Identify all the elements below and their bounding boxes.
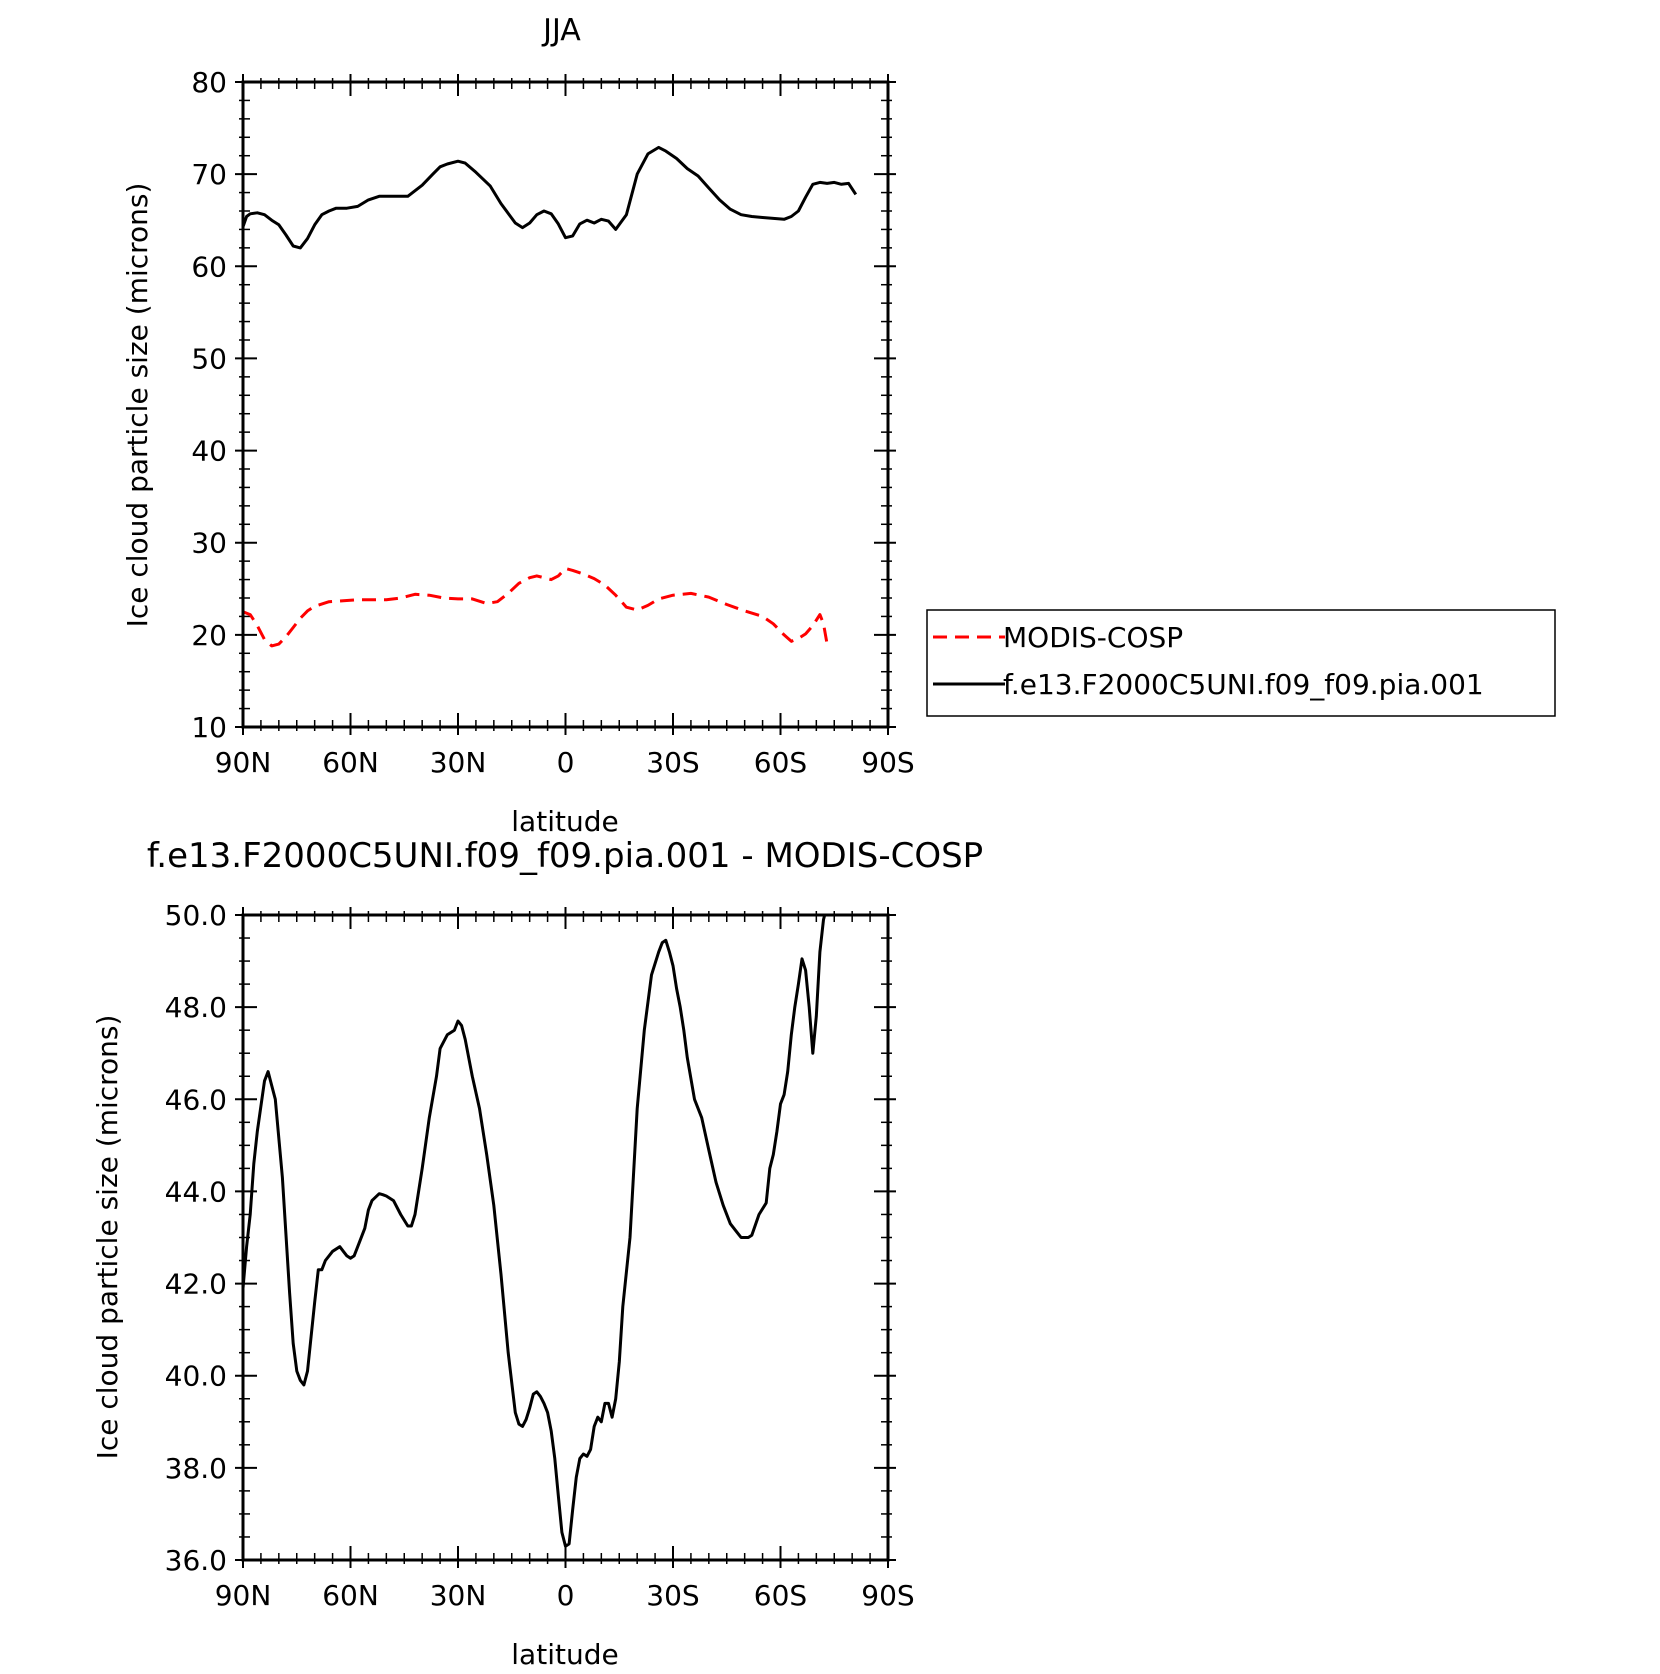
legend-entry-model: f.e13.F2000C5UNI.f09_f09.pia.001 [1003, 668, 1484, 701]
bottom-y-tick-label: 38.0 [165, 1452, 227, 1485]
bottom-y-tick-label: 44.0 [165, 1175, 227, 1208]
top-y-tick-label: 80 [191, 66, 227, 99]
bottom-series-line-1 [243, 915, 827, 1548]
legend-entry-modis: MODIS-COSP [1003, 621, 1183, 654]
top-series-line-2 [243, 145, 858, 250]
top-x-axis-label: latitude [511, 805, 618, 838]
top-plot-frame [241, 80, 890, 729]
top-chart: JJA 90N 60N 30N 0 30S 60S 90S1020304050607080 … [121, 13, 915, 838]
bottom-x-tick-label: 30N [430, 1579, 487, 1612]
top-series-line-1 [243, 567, 829, 648]
bottom-y-tick-label: 42.0 [165, 1268, 227, 1301]
top-y-tick-label: 10 [191, 711, 227, 744]
legend: MODIS-COSP f.e13.F2000C5UNI.f09_f09.pia.… [926, 609, 1556, 717]
top-y-axis-label: Ice cloud particle size (microns) [121, 183, 154, 628]
bottom-y-tick-label: 46.0 [165, 1083, 227, 1116]
top-y-tick-label: 60 [191, 250, 227, 283]
top-y-tick-label: 70 [191, 158, 227, 191]
top-y-tick-label: 40 [191, 435, 227, 468]
bottom-x-axis-label: latitude [511, 1638, 618, 1671]
top-y-tick-label: 30 [191, 527, 227, 560]
bottom-y-tick-label: 40.0 [165, 1360, 227, 1393]
top-x-tick-label: 0 [557, 746, 575, 779]
bottom-plot-frame [241, 913, 890, 1562]
legend-box [926, 609, 1556, 717]
top-chart-title: JJA [541, 13, 581, 48]
top-x-tick-label: 90N [215, 746, 272, 779]
top-x-tick-label: 60N [322, 746, 379, 779]
top-x-tick-label: 90S [861, 746, 914, 779]
bottom-x-tick-label: 90N [215, 1579, 272, 1612]
bottom-x-tick-label: 0 [557, 1579, 575, 1612]
bottom-x-tick-label: 60S [754, 1579, 807, 1612]
bottom-x-tick-label: 90S [861, 1579, 914, 1612]
top-y-tick-label: 20 [191, 619, 227, 652]
bottom-chart: f.e13.F2000C5UNI.f09_f09.pia.001 - MODIS… [91, 836, 983, 1671]
top-x-tick-label: 60S [754, 746, 807, 779]
top-x-tick-label: 30S [646, 746, 699, 779]
bottom-y-axis-label: Ice cloud particle size (microns) [91, 1015, 124, 1460]
top-y-tick-label: 50 [191, 342, 227, 375]
bottom-y-tick-label: 48.0 [165, 991, 227, 1024]
bottom-x-tick-label: 60N [322, 1579, 379, 1612]
bottom-x-tick-label: 30S [646, 1579, 699, 1612]
bottom-chart-title: f.e13.F2000C5UNI.f09_f09.pia.001 - MODIS… [147, 836, 983, 876]
bottom-y-tick-label: 50.0 [165, 899, 227, 932]
top-x-tick-label: 30N [430, 746, 487, 779]
bottom-y-tick-label: 36.0 [165, 1544, 227, 1577]
